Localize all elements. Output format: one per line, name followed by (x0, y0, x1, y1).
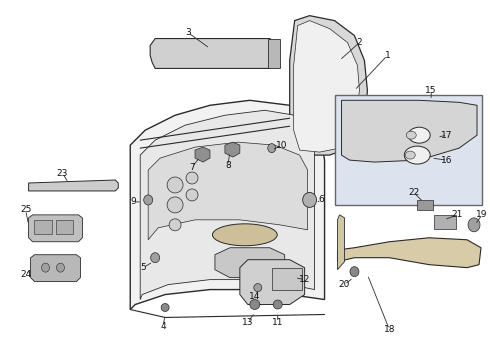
Polygon shape (240, 260, 305, 305)
Text: 5: 5 (140, 263, 146, 272)
Text: 15: 15 (425, 86, 437, 95)
Polygon shape (28, 215, 82, 242)
Text: 23: 23 (57, 168, 68, 177)
Text: 1: 1 (385, 51, 390, 60)
Polygon shape (338, 215, 344, 270)
Text: 2: 2 (357, 38, 362, 47)
Text: 6: 6 (318, 195, 324, 204)
Ellipse shape (169, 219, 181, 231)
Ellipse shape (250, 300, 260, 310)
Bar (272, 268, 302, 289)
Text: 13: 13 (242, 318, 254, 327)
Polygon shape (294, 21, 360, 152)
Ellipse shape (408, 127, 430, 143)
Ellipse shape (213, 224, 277, 246)
Ellipse shape (144, 195, 153, 205)
Polygon shape (140, 110, 315, 300)
Ellipse shape (405, 151, 415, 159)
Bar (335, 95, 482, 205)
Polygon shape (30, 255, 80, 282)
Ellipse shape (350, 267, 359, 276)
Polygon shape (148, 142, 308, 240)
Text: 9: 9 (130, 197, 136, 206)
Ellipse shape (167, 197, 183, 213)
Text: 19: 19 (476, 210, 488, 219)
Polygon shape (215, 248, 285, 278)
Ellipse shape (167, 177, 183, 193)
Text: 24: 24 (20, 270, 31, 279)
Bar (34, 220, 51, 234)
Ellipse shape (273, 300, 282, 309)
Text: 4: 4 (160, 322, 166, 331)
Ellipse shape (161, 303, 169, 311)
Ellipse shape (42, 263, 49, 272)
Text: 25: 25 (20, 206, 31, 215)
Ellipse shape (186, 172, 198, 184)
Text: 20: 20 (339, 280, 350, 289)
Bar (55, 220, 74, 234)
Polygon shape (338, 238, 481, 268)
Text: 3: 3 (185, 28, 191, 37)
Ellipse shape (404, 146, 430, 164)
Ellipse shape (254, 284, 262, 292)
Text: 8: 8 (225, 161, 231, 170)
Polygon shape (195, 147, 210, 162)
Text: 12: 12 (299, 275, 310, 284)
Polygon shape (28, 180, 118, 191)
Text: 16: 16 (441, 156, 453, 165)
Text: 17: 17 (441, 131, 453, 140)
Text: 21: 21 (451, 210, 463, 219)
Bar (268, 39, 280, 68)
Text: 14: 14 (249, 292, 261, 301)
Ellipse shape (468, 218, 480, 232)
Polygon shape (342, 100, 477, 162)
Text: 10: 10 (276, 141, 288, 150)
Bar (417, 200, 433, 210)
Ellipse shape (186, 189, 198, 201)
Bar (434, 215, 456, 229)
Polygon shape (130, 100, 324, 310)
Text: 22: 22 (409, 188, 420, 197)
Ellipse shape (406, 131, 416, 139)
Polygon shape (150, 39, 278, 68)
Polygon shape (225, 142, 240, 157)
Text: 7: 7 (189, 163, 195, 172)
Polygon shape (290, 15, 368, 155)
Text: 11: 11 (272, 318, 284, 327)
Ellipse shape (268, 144, 276, 153)
Ellipse shape (303, 193, 317, 207)
Text: 18: 18 (384, 325, 395, 334)
Ellipse shape (56, 263, 65, 272)
Ellipse shape (150, 253, 160, 263)
